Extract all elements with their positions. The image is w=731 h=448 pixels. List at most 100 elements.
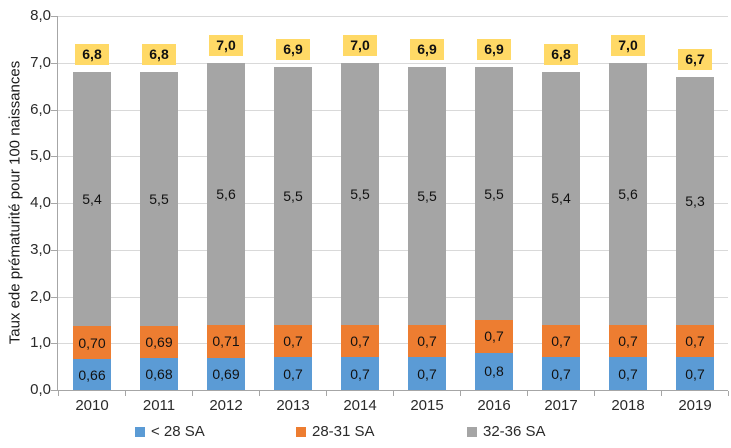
grid-line [58,343,728,344]
grid-line [58,63,728,64]
bar-segment-under-28sa [207,357,245,390]
total-value-label: 6,8 [544,44,578,66]
grid-line [58,297,728,298]
y-tick-label: 0,0 [30,381,51,398]
grid-line [58,250,728,251]
x-tick-label-year: 2014 [343,397,377,414]
y-axis-tick [51,203,57,204]
y-tick-label: 3,0 [30,241,51,258]
x-tick-label-year: 2011 [142,397,176,414]
segment-value-32-36sa: 5,5 [484,185,504,202]
x-axis-tick [192,391,193,396]
bar-segment-28-31sa [73,326,111,360]
total-value-label: 7,0 [611,34,645,56]
segment-value-28-31sa: 0,7 [484,328,504,345]
total-value-label: 6,9 [477,39,511,61]
segment-value-32-36sa: 5,6 [618,185,638,202]
x-tick-label-year: 2013 [276,397,310,414]
segment-value-28-31sa: 0,7 [417,332,437,349]
bar-segment-under-28sa [73,359,111,390]
y-axis-tick [51,250,57,251]
bar-segment-under-28sa [140,358,178,390]
y-axis-tick [51,343,57,344]
x-axis-tick [460,391,461,396]
bar-segment-under-28sa [542,357,580,390]
x-tick-label-year: 2018 [611,397,645,414]
segment-value-under-28sa: 0,8 [484,363,504,380]
x-tick-label-year: 2019 [678,397,712,414]
y-tick-label: 2,0 [30,288,51,305]
grid-line [58,110,728,111]
bar-segment-32-36sa [140,72,178,326]
bar-segment-under-28sa [274,357,312,390]
y-axis-tick [51,297,57,298]
legend-swatch-icon [467,427,477,437]
bar-segment-32-36sa [475,67,513,320]
y-tick-label: 7,0 [30,54,51,71]
x-tick-label-year: 2010 [75,397,109,414]
y-tick-label: 6,0 [30,101,51,118]
total-value-label: 7,0 [343,34,377,56]
x-axis-tick [326,391,327,396]
bar-segment-28-31sa [542,324,580,358]
legend-item: 28-31 SA [296,423,375,441]
segment-value-32-36sa: 5,5 [283,187,303,204]
segment-value-28-31sa: 0,69 [145,334,173,351]
segment-value-28-31sa: 0,70 [78,334,106,351]
y-axis-tick [51,156,57,157]
segment-value-32-36sa: 5,6 [216,185,236,202]
x-axis-tick [259,391,260,396]
total-value-label: 6,7 [678,48,712,70]
bar-segment-under-28sa [341,357,379,390]
segment-value-28-31sa: 0,7 [685,332,705,349]
segment-value-28-31sa: 0,7 [618,332,638,349]
grid-line [58,156,728,157]
bar-segment-32-36sa [341,62,379,325]
y-tick-label: 4,0 [30,194,51,211]
segment-value-28-31sa: 0,7 [283,332,303,349]
segment-value-under-28sa: 0,7 [685,365,705,382]
x-tick-label-year: 2015 [410,397,444,414]
bar-segment-28-31sa [408,324,446,358]
bar-segment-32-36sa [207,62,245,325]
x-axis-tick [661,391,662,396]
y-axis-tick [51,63,57,64]
x-axis-line [57,390,728,391]
y-axis-tick [51,390,57,391]
x-tick-label-year: 2012 [209,397,243,414]
bar-segment-28-31sa [475,319,513,353]
bar-segment-28-31sa [609,324,647,358]
bar-segment-28-31sa [207,324,245,358]
segment-value-under-28sa: 0,7 [283,365,303,382]
y-tick-label: 5,0 [30,147,51,164]
bar-segment-under-28sa [609,357,647,390]
grid-line [58,16,728,17]
legend-label: 32-36 SA [483,423,546,440]
segment-value-under-28sa: 0,7 [350,365,370,382]
x-axis-tick [594,391,595,396]
bar-segment-32-36sa [542,72,580,325]
legend-label: 28-31 SA [312,423,375,440]
segment-value-32-36sa: 5,5 [417,187,437,204]
segment-value-28-31sa: 0,7 [551,332,571,349]
bar-segment-28-31sa [140,325,178,359]
legend-item: < 28 SA [135,423,205,441]
segment-value-under-28sa: 0,69 [212,365,240,382]
legend-swatch-icon [135,427,145,437]
segment-value-32-36sa: 5,5 [350,185,370,202]
bar-segment-32-36sa [609,62,647,325]
segment-value-32-36sa: 5,4 [551,190,571,207]
segment-value-under-28sa: 0,66 [78,366,106,383]
total-value-label: 6,8 [142,44,176,66]
bar-segment-under-28sa [475,352,513,390]
y-axis-tick [51,110,57,111]
segment-value-under-28sa: 0,7 [551,365,571,382]
legend-swatch-icon [296,427,306,437]
x-axis-tick [393,391,394,396]
bar-segment-32-36sa [676,76,714,325]
x-axis-tick [58,391,59,396]
bar-segment-under-28sa [676,357,714,390]
legend-item: 32-36 SA [467,423,546,441]
x-axis-tick [527,391,528,396]
bar-segment-32-36sa [73,72,111,327]
